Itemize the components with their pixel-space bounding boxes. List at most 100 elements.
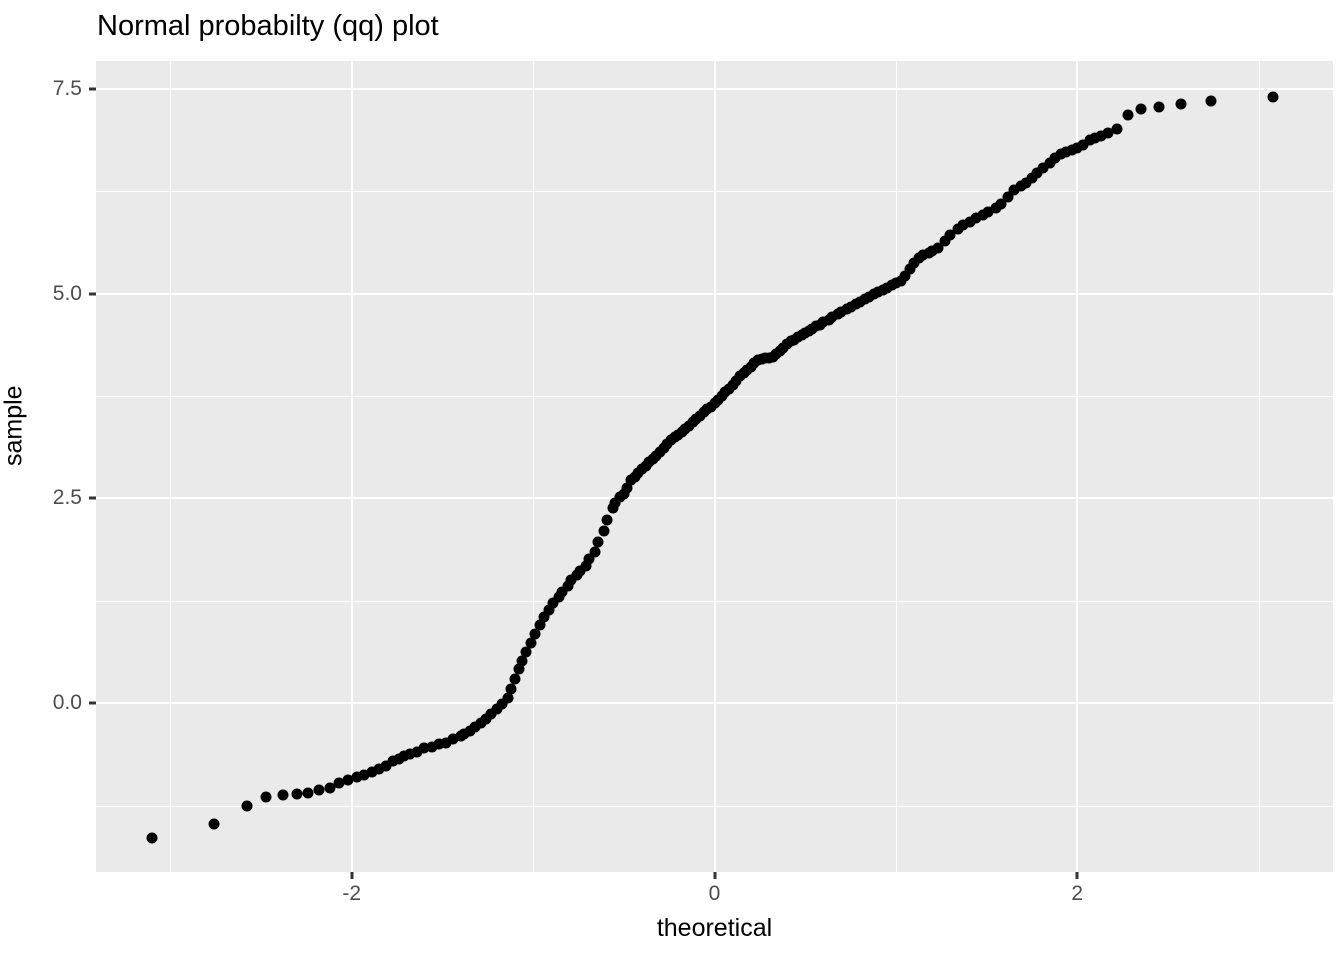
- data-point: [1020, 177, 1032, 189]
- data-point: [373, 763, 385, 775]
- data-point: [899, 270, 911, 282]
- data-point: [475, 717, 487, 729]
- data-point: [1077, 139, 1089, 151]
- data-point: [618, 488, 630, 500]
- plot-title: Normal probabilty (qq) plot: [97, 10, 439, 42]
- data-point: [342, 774, 354, 786]
- minor-gridline-x: [895, 61, 897, 872]
- data-point: [464, 725, 476, 737]
- y-axis-title: sample: [0, 385, 28, 466]
- y-tick-label: 0.0: [52, 691, 82, 715]
- y-tick-mark: [89, 496, 96, 500]
- data-point: [380, 760, 392, 771]
- y-tick-mark: [89, 701, 96, 705]
- major-gridline-x: [350, 61, 353, 872]
- major-gridline-y: [96, 87, 1333, 90]
- data-point: [944, 229, 956, 241]
- data-point: [324, 782, 336, 794]
- minor-gridline-x: [170, 61, 172, 872]
- data-point: [1102, 127, 1114, 139]
- data-point: [291, 788, 303, 800]
- data-point: [977, 209, 989, 221]
- data-point: [574, 565, 586, 577]
- data-point: [502, 692, 514, 703]
- data-point: [411, 746, 423, 758]
- data-point: [1205, 95, 1217, 107]
- x-tick-mark: [1075, 872, 1079, 879]
- y-tick-mark: [89, 292, 96, 296]
- data-point: [358, 769, 370, 781]
- data-point: [260, 791, 272, 803]
- major-gridline-x: [713, 61, 716, 872]
- data-point: [1002, 191, 1014, 203]
- data-point: [351, 771, 363, 783]
- data-point: [513, 663, 525, 675]
- data-point: [957, 219, 969, 231]
- y-tick-mark: [89, 87, 96, 91]
- data-point: [426, 741, 438, 753]
- data-point: [547, 597, 559, 609]
- data-point: [480, 713, 492, 725]
- data-point: [1267, 91, 1279, 103]
- x-tick-label: 0: [708, 882, 721, 905]
- data-point: [529, 628, 541, 640]
- data-point: [534, 619, 546, 631]
- y-tick-label: 7.5: [52, 76, 82, 100]
- data-point: [469, 721, 481, 733]
- minor-gridline-x: [533, 61, 535, 872]
- data-point: [491, 703, 503, 715]
- data-point: [904, 263, 916, 275]
- x-tick-label: 2: [1071, 882, 1084, 905]
- data-point: [277, 789, 289, 801]
- minor-gridline-x: [1258, 61, 1260, 872]
- data-point: [208, 818, 220, 830]
- data-point: [404, 748, 416, 760]
- major-gridline-y: [96, 702, 1333, 705]
- data-point: [895, 275, 907, 287]
- data-point: [990, 202, 1002, 214]
- data-point: [926, 245, 938, 257]
- data-point: [543, 604, 555, 616]
- data-point: [609, 497, 621, 509]
- data-point: [601, 514, 613, 526]
- data-point: [964, 216, 976, 228]
- x-tick-mark: [350, 872, 354, 879]
- data-point: [1153, 101, 1165, 113]
- data-point: [932, 242, 944, 254]
- data-point: [313, 784, 325, 796]
- data-point: [565, 574, 577, 586]
- data-point: [1008, 184, 1020, 196]
- data-point: [516, 655, 528, 667]
- data-point: [995, 198, 1007, 210]
- y-tick-label: 2.5: [52, 486, 82, 510]
- data-point: [562, 580, 574, 592]
- data-point: [1037, 162, 1049, 174]
- data-point: [553, 591, 564, 603]
- data-point: [302, 787, 314, 799]
- data-point: [1026, 172, 1038, 184]
- data-point: [583, 553, 595, 565]
- data-point: [458, 728, 470, 740]
- data-point: [520, 646, 532, 658]
- data-point: [485, 708, 497, 720]
- data-point: [589, 546, 601, 558]
- data-point: [621, 482, 633, 494]
- data-point: [509, 673, 521, 685]
- data-point: [440, 737, 452, 749]
- data-point: [939, 235, 951, 247]
- data-point: [556, 586, 568, 598]
- data-point: [1111, 123, 1123, 135]
- data-point: [982, 206, 994, 218]
- major-gridline-y: [96, 497, 1333, 500]
- data-point: [908, 257, 920, 269]
- data-point: [366, 766, 378, 778]
- data-point: [496, 698, 508, 710]
- data-point: [538, 611, 550, 623]
- data-point: [952, 223, 964, 235]
- data-point: [505, 683, 517, 694]
- x-tick-label: -2: [342, 882, 362, 905]
- data-point: [525, 637, 537, 649]
- plot-panel: [96, 61, 1333, 872]
- data-point: [418, 742, 430, 754]
